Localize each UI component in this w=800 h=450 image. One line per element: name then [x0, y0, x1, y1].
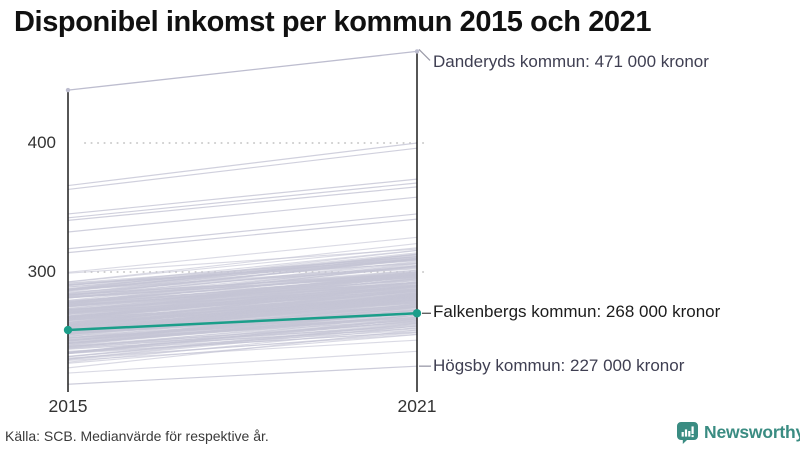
y-axis-tick-400: 400: [27, 133, 56, 152]
x-axis-label-2021: 2021: [397, 396, 437, 416]
y-axis-tick-300: 300: [27, 262, 56, 281]
branding-name: Newsworthy: [704, 422, 800, 442]
branding: Newsworthy: [676, 421, 800, 444]
source-note: Källa: SCB. Medianvärde för respektive å…: [5, 428, 269, 444]
x-axis-label-2015: 2015: [48, 396, 88, 416]
annotation-hogsby: Högsby kommun: 227 000 kronor: [433, 356, 685, 375]
chart-title: Disponibel inkomst per kommun 2015 och 2…: [14, 6, 652, 38]
annotation-danderyd: Danderyds kommun: 471 000 kronor: [433, 52, 709, 71]
newsworthy-logo-icon: [677, 422, 698, 444]
annotation-falkenberg: Falkenbergs kommun: 268 000 kronor: [433, 302, 721, 321]
